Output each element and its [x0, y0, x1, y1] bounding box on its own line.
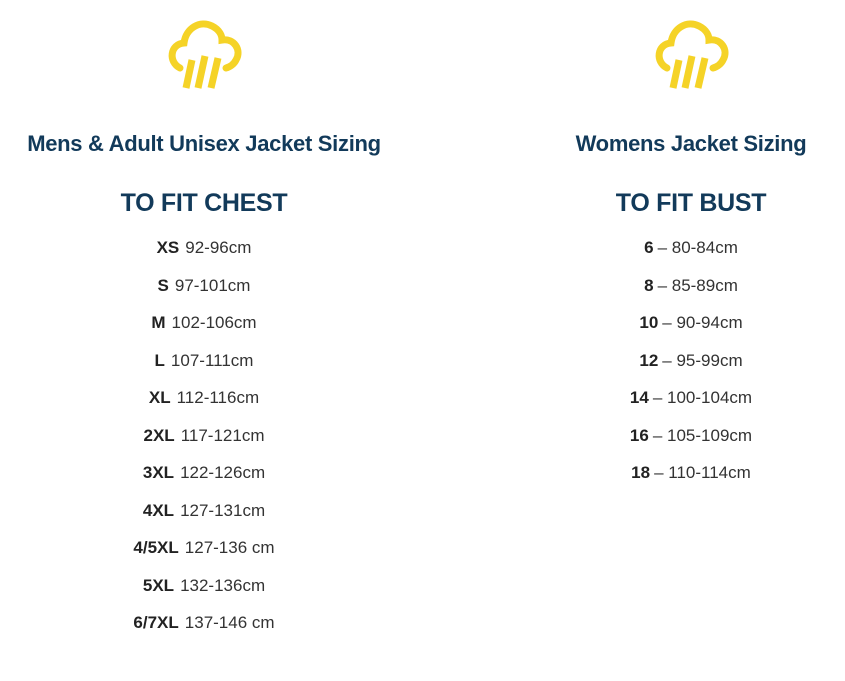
size-row: 2XL 117-121cm [0, 426, 414, 464]
size-range: – 90-94cm [662, 313, 743, 332]
womens-subtitle: TO FIT BUST [615, 189, 767, 217]
size-row: 5XL 132-136cm [0, 576, 414, 614]
mens-title: Mens & Adult Unisex Jacket Sizing [27, 131, 381, 156]
size-range: – 110-114cm [654, 463, 751, 482]
size-range: – 105-109cm [652, 425, 753, 445]
size-range: – 80-84cm [657, 238, 738, 257]
size-row: 18– 110-114cm [481, 463, 845, 501]
size-label: 16 [629, 425, 649, 445]
size-label: 6/7XL [133, 613, 179, 632]
size-label: 10 [639, 313, 659, 332]
size-row: 6– 80-84cm [481, 238, 845, 276]
size-range: 132-136cm [180, 575, 266, 595]
size-row: 16– 105-109cm [481, 426, 845, 464]
size-label: 3XL [142, 463, 175, 482]
size-row: XS 92-96cm [0, 238, 414, 276]
size-label: 14 [629, 388, 649, 407]
size-label: 4XL [142, 500, 175, 520]
size-row: M 102-106cm [0, 313, 414, 351]
size-row: 8– 85-89cm [481, 276, 845, 314]
size-row: S 97-101cm [0, 276, 414, 314]
size-row: 12– 95-99cm [481, 351, 845, 389]
size-row: L 107-111cm [0, 351, 414, 389]
size-label: 12 [639, 350, 659, 370]
size-label: XL [148, 388, 171, 407]
size-label: XS [156, 238, 180, 257]
size-range: 127-131cm [180, 500, 266, 520]
size-label: 4/5XL [133, 538, 179, 557]
rain-cloud-icon [653, 16, 729, 94]
size-range: 102-106cm [171, 313, 257, 332]
size-range: – 100-104cm [652, 388, 753, 407]
size-row: 4XL 127-131cm [0, 501, 414, 539]
size-range: 112-116cm [176, 388, 260, 407]
mens-size-list: XS 92-96cm S 97-101cm M 102-106cm L 107-111cm XL… [0, 238, 414, 651]
size-row: 6/7XL 137-146 cm [0, 613, 414, 651]
rain-cloud-icon [166, 16, 242, 94]
size-label: 5XL [142, 575, 175, 595]
size-label: M [151, 313, 166, 332]
size-row: 14– 100-104cm [481, 388, 845, 426]
size-range: 92-96cm [185, 238, 252, 257]
size-row: 3XL 122-126cm [0, 463, 414, 501]
size-label: 18 [631, 463, 651, 482]
size-range: – 95-99cm [662, 350, 743, 370]
size-range: 122-126cm [180, 463, 266, 482]
size-label: 2XL [143, 425, 175, 445]
size-range: 137-146 cm [184, 613, 275, 632]
size-row: 4/5XL 127-136 cm [0, 538, 414, 576]
size-range: – 85-89cm [657, 275, 738, 295]
size-range: 97-101cm [174, 275, 251, 295]
size-label: 6 [644, 238, 654, 257]
size-label: 8 [644, 275, 654, 295]
mens-subtitle: TO FIT CHEST [120, 189, 288, 217]
size-label: L [154, 350, 165, 370]
size-range: 107-111cm [170, 350, 254, 370]
size-row: XL 112-116cm [0, 388, 414, 426]
womens-size-list: 6– 80-84cm 8– 85-89cm 10– 90-94cm 12– 95-99… [481, 238, 845, 501]
size-row: 10– 90-94cm [481, 313, 845, 351]
size-range: 117-121cm [180, 425, 265, 445]
size-range: 127-136 cm [184, 538, 275, 557]
womens-title: Womens Jacket Sizing [575, 131, 807, 156]
size-label: S [157, 275, 169, 295]
